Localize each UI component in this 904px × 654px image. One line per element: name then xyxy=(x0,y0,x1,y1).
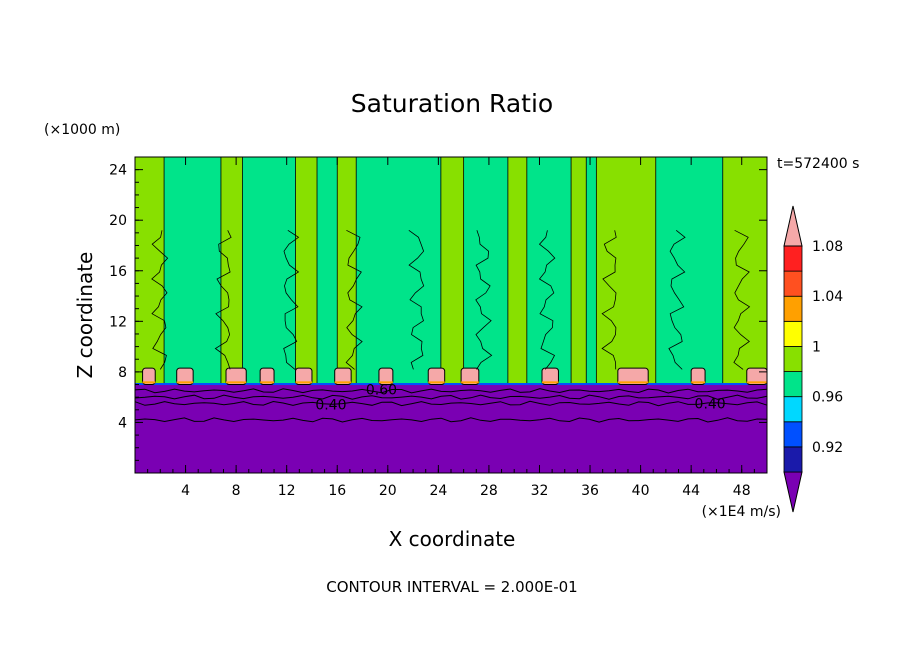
cap-edge-band xyxy=(617,381,649,384)
colorbar-segment xyxy=(783,421,803,448)
colorbar-segment xyxy=(783,396,803,423)
cap-edge-band xyxy=(142,381,156,384)
cap-edge-band xyxy=(226,381,247,384)
x-tick-label: 40 xyxy=(632,483,650,499)
cap-edge-band xyxy=(378,381,393,384)
contour-line xyxy=(134,417,768,423)
x-tick-label: 24 xyxy=(429,483,447,499)
supersaturated-column xyxy=(595,156,657,385)
contour-label: 0.40 xyxy=(695,396,726,412)
contour-line xyxy=(601,230,617,370)
contour-line xyxy=(475,230,493,370)
contour-line xyxy=(733,229,751,370)
colorbar-segment xyxy=(783,371,803,398)
contour-label: 0.60 xyxy=(366,383,397,399)
contour-line xyxy=(283,229,300,370)
supersaturation-cap xyxy=(259,367,275,386)
supersaturation-cap xyxy=(142,367,156,386)
supersaturation-cap xyxy=(225,367,247,386)
cap-edge-band xyxy=(295,381,312,384)
x-tick-label: 36 xyxy=(581,483,599,499)
contour-label: 0.40 xyxy=(315,398,346,414)
y-tick-label: 4 xyxy=(118,415,127,431)
colorbar: 0.92 0.96 1 1.04 1.08 xyxy=(783,205,843,513)
supersaturation-cap xyxy=(378,367,394,386)
supersaturated-column xyxy=(570,156,587,385)
x-tick-label: 44 xyxy=(682,483,700,499)
supersaturation-cap xyxy=(690,367,706,386)
supersaturation-cap xyxy=(427,367,446,386)
cap-edge-band xyxy=(428,381,445,384)
saturation-field xyxy=(134,156,768,473)
x-tick-label: 8 xyxy=(232,483,241,499)
colorbar-extend-low xyxy=(783,471,803,513)
colorbar-segment xyxy=(783,270,803,297)
y-tick-label: 12 xyxy=(109,314,127,330)
dry-layer xyxy=(135,384,767,473)
supersaturated-column xyxy=(440,156,465,385)
x-tick-label: 28 xyxy=(480,483,498,499)
cap-edge-band xyxy=(746,381,767,384)
contour-labels: 0.40 0.60 0.40 xyxy=(315,383,725,414)
colorbar-segment xyxy=(783,295,803,322)
cap-edge-band xyxy=(260,381,275,384)
supersaturation-cap xyxy=(176,367,194,386)
colorbar-segment xyxy=(783,346,803,372)
contour-line xyxy=(134,400,768,407)
colorbar-segment xyxy=(783,320,803,347)
contour-line xyxy=(345,229,363,370)
cap-edge-band xyxy=(542,381,559,384)
contour-interval-note: CONTOUR INTERVAL = 2.000E-01 xyxy=(326,578,577,596)
contour-line xyxy=(668,229,686,370)
y-axis-label: Z coordinate xyxy=(73,252,97,379)
x-tick-label: 20 xyxy=(379,483,397,499)
colorbar-tick-label: 0.92 xyxy=(812,440,843,456)
x-axis-label: X coordinate xyxy=(389,527,516,551)
transition-band xyxy=(135,383,767,386)
x-unit-label: (×1E4 m/s) xyxy=(702,504,781,520)
colorbar-tick-label: 1.04 xyxy=(812,289,843,305)
contour-line xyxy=(151,230,169,370)
colorbar-tick-label: 1.08 xyxy=(812,239,843,255)
x-tick-label: 32 xyxy=(531,483,549,499)
contour-line xyxy=(134,388,768,394)
x-tick-label: 16 xyxy=(328,483,346,499)
contour-lines xyxy=(134,229,768,423)
colorbar-extend-high xyxy=(783,205,803,247)
y-tick-label: 20 xyxy=(109,213,127,229)
y-axis-ticks: 4 8 12 16 20 24 xyxy=(109,156,767,474)
supersaturated-column xyxy=(220,156,243,385)
contour-line xyxy=(538,230,556,370)
colorbar-segment xyxy=(783,446,803,473)
chart-title: Saturation Ratio xyxy=(351,89,553,118)
supersaturation-cap xyxy=(295,367,313,386)
contour-line xyxy=(408,229,425,370)
supersaturation-cap xyxy=(334,367,352,386)
contour-line xyxy=(214,230,232,370)
supersaturated-column xyxy=(295,156,318,385)
cap-edge-band xyxy=(334,381,352,384)
contour-line xyxy=(134,394,768,400)
y-tick-label: 8 xyxy=(118,365,127,381)
supersaturated-column xyxy=(507,156,528,385)
x-tick-label: 48 xyxy=(733,483,751,499)
x-tick-label: 12 xyxy=(278,483,296,499)
supersaturation-cap xyxy=(541,367,559,386)
cap-edge-band xyxy=(176,381,194,384)
colorbar-tick-label: 0.96 xyxy=(812,390,843,406)
colorbar-tick-label: 1 xyxy=(812,339,821,355)
x-axis-ticks: 4 8 12 16 20 24 28 32 36 40 44 48 xyxy=(134,157,768,499)
time-label: t=572400 s xyxy=(777,156,859,172)
cap-edge-band xyxy=(461,381,479,384)
y-tick-label: 24 xyxy=(109,163,127,179)
y-unit-label: (×1000 m) xyxy=(44,122,120,138)
colorbar-segment xyxy=(783,245,803,272)
supersaturation-cap xyxy=(460,367,480,386)
x-tick-label: 4 xyxy=(181,483,190,499)
y-tick-label: 16 xyxy=(109,264,127,280)
supersaturation-cap xyxy=(617,367,649,386)
cap-edge-band xyxy=(691,381,706,384)
